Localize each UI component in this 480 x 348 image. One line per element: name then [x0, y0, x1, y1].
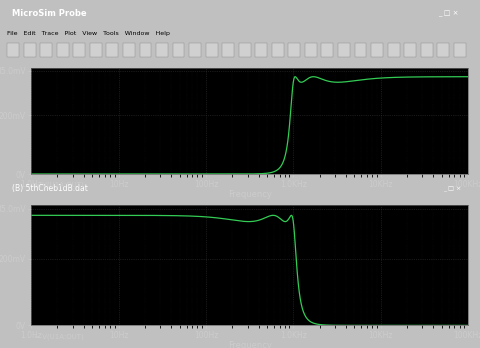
Bar — [24, 44, 36, 57]
Bar — [123, 44, 135, 57]
Text: MicroSim Probe: MicroSim Probe — [12, 9, 86, 18]
Bar — [272, 44, 284, 57]
Bar — [7, 44, 19, 57]
Bar — [156, 44, 168, 57]
Text: File   Edit   Trace   Plot   View   Tools   Window   Help: File Edit Trace Plot View Tools Window H… — [7, 31, 170, 37]
Bar — [73, 44, 85, 57]
Text: = V(U1A:OUT): = V(U1A:OUT) — [34, 182, 84, 188]
Bar — [322, 44, 334, 57]
Bar — [437, 44, 449, 57]
Bar — [338, 44, 350, 57]
Text: _ □ ×: _ □ × — [443, 186, 461, 192]
X-axis label: Frequency: Frequency — [228, 341, 272, 348]
Bar — [388, 44, 399, 57]
Bar — [239, 44, 251, 57]
Bar — [421, 44, 432, 57]
Bar — [454, 44, 466, 57]
Bar — [205, 44, 217, 57]
X-axis label: Frequency: Frequency — [228, 190, 272, 199]
Bar — [173, 44, 184, 57]
Bar — [189, 44, 201, 57]
Bar — [355, 44, 366, 57]
Bar — [107, 44, 118, 57]
Text: (B) 5thCheb1dB.dat: (B) 5thCheb1dB.dat — [12, 184, 88, 193]
Text: = V(U1A:OUT): = V(U1A:OUT) — [34, 333, 84, 340]
Bar — [140, 44, 151, 57]
Bar — [40, 44, 52, 57]
Bar — [57, 44, 69, 57]
Bar — [305, 44, 317, 57]
Bar — [255, 44, 267, 57]
Bar — [371, 44, 383, 57]
Bar — [222, 44, 234, 57]
Bar — [90, 44, 102, 57]
Bar — [288, 44, 300, 57]
Bar — [404, 44, 416, 57]
Text: _ □ ×: _ □ × — [438, 10, 458, 17]
